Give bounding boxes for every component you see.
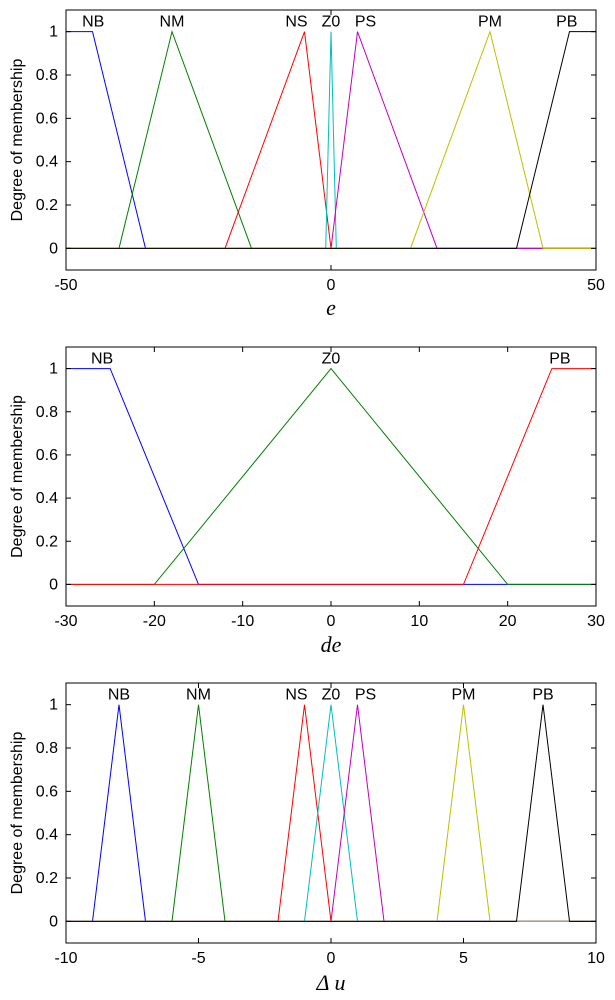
y-tick-label: 0.4 xyxy=(36,154,58,171)
y-tick-label: 1 xyxy=(49,697,58,714)
x-tick-label: -50 xyxy=(54,277,77,294)
series-label-nb: NB xyxy=(91,351,113,368)
series-label-nb: NB xyxy=(82,14,104,31)
x-tick-label: 0 xyxy=(327,613,336,630)
y-tick-label: 0 xyxy=(49,913,58,930)
series-line-pb xyxy=(66,704,596,922)
y-tick-label: 0.8 xyxy=(36,67,58,84)
series-label-pb: PB xyxy=(532,687,553,704)
x-tick-label: -30 xyxy=(54,613,77,630)
y-tick-label: 0.6 xyxy=(36,783,58,800)
series-label-nm: NM xyxy=(186,687,211,704)
y-tick-label: 0 xyxy=(49,576,58,593)
series-line-nm xyxy=(66,704,596,922)
x-tick-label: 5 xyxy=(459,950,468,967)
y-tick-label: 1 xyxy=(49,361,58,378)
x-tick-label: -20 xyxy=(143,613,166,630)
y-tick-label: 0.6 xyxy=(36,447,58,464)
series-line-nb xyxy=(66,368,596,585)
y-tick-label: 0.8 xyxy=(36,740,58,757)
series-line-ns xyxy=(66,704,596,922)
series-label-ps: PS xyxy=(355,14,376,31)
y-axis-label: Degree of membership xyxy=(9,732,26,895)
x-axis-label: de xyxy=(321,632,342,657)
series-label-pb: PB xyxy=(549,351,570,368)
chart-panel-1: NB NM NS Z0 PS PM PB -50 0 50 0 0.2 0.4 0.6 0.8 1 Degree… xyxy=(9,9,605,320)
x-tick-label: 20 xyxy=(499,613,517,630)
series-line-z0 xyxy=(66,704,596,922)
y-tick-label: 0.4 xyxy=(36,827,58,844)
y-axis-label: Degree of membership xyxy=(9,59,26,222)
x-tick-label: -5 xyxy=(191,950,205,967)
series-label-nm: NM xyxy=(160,14,185,31)
series-line-pb xyxy=(66,368,596,585)
x-tick-label: -10 xyxy=(231,613,254,630)
x-tick-label: 10 xyxy=(410,613,428,630)
chart-panel-2: NB Z0 PB -30 -20 -10 0 10 20 30 0 0.2 0.4 0.6 0.8 1 Degr… xyxy=(9,346,605,657)
axes-frame xyxy=(65,682,597,944)
series-label-z0: Z0 xyxy=(322,687,341,704)
chart-panel-3: NB NM NS Z0 PS PM PB -10 -5 0 5 10 0 0.2 0.4 0.6 0.8 1 Deg… xyxy=(9,682,605,995)
series-label-nb: NB xyxy=(108,687,130,704)
series-label-pm: PM xyxy=(452,687,476,704)
series-label-z0: Z0 xyxy=(322,14,341,31)
axes-frame xyxy=(65,346,597,607)
series-line-z0 xyxy=(66,367,596,585)
series-line-pb xyxy=(66,31,596,249)
y-tick-label: 0.4 xyxy=(36,490,58,507)
x-tick-label: -10 xyxy=(54,950,77,967)
y-tick-label: 0.2 xyxy=(36,870,58,887)
y-tick-label: 0.2 xyxy=(36,197,58,214)
series-label-pm: PM xyxy=(478,14,502,31)
y-tick-label: 0 xyxy=(49,240,58,257)
x-tick-label: 50 xyxy=(587,277,605,294)
series-label-ns: NS xyxy=(285,687,307,704)
y-tick-label: 1 xyxy=(49,24,58,41)
series-line-ps xyxy=(66,704,596,922)
y-tick-label: 0.2 xyxy=(36,533,58,550)
series-label-z0: Z0 xyxy=(322,351,341,368)
y-tick-label: 0.8 xyxy=(36,404,58,421)
x-tick-label: 0 xyxy=(327,277,336,294)
y-axis-label: Degree of membership xyxy=(9,395,26,558)
y-tick-label: 0.6 xyxy=(36,110,58,127)
x-tick-label: 10 xyxy=(587,950,605,967)
x-tick-label: 0 xyxy=(327,950,336,967)
series-line-pm xyxy=(66,704,596,922)
x-axis-label: Δ u xyxy=(315,970,345,995)
x-tick-label: 30 xyxy=(587,613,605,630)
series-label-pb: PB xyxy=(556,14,577,31)
series-label-ns: NS xyxy=(285,14,307,31)
series-line-nb xyxy=(66,704,596,922)
x-axis-label: e xyxy=(326,295,336,320)
series-label-ps: PS xyxy=(355,687,376,704)
